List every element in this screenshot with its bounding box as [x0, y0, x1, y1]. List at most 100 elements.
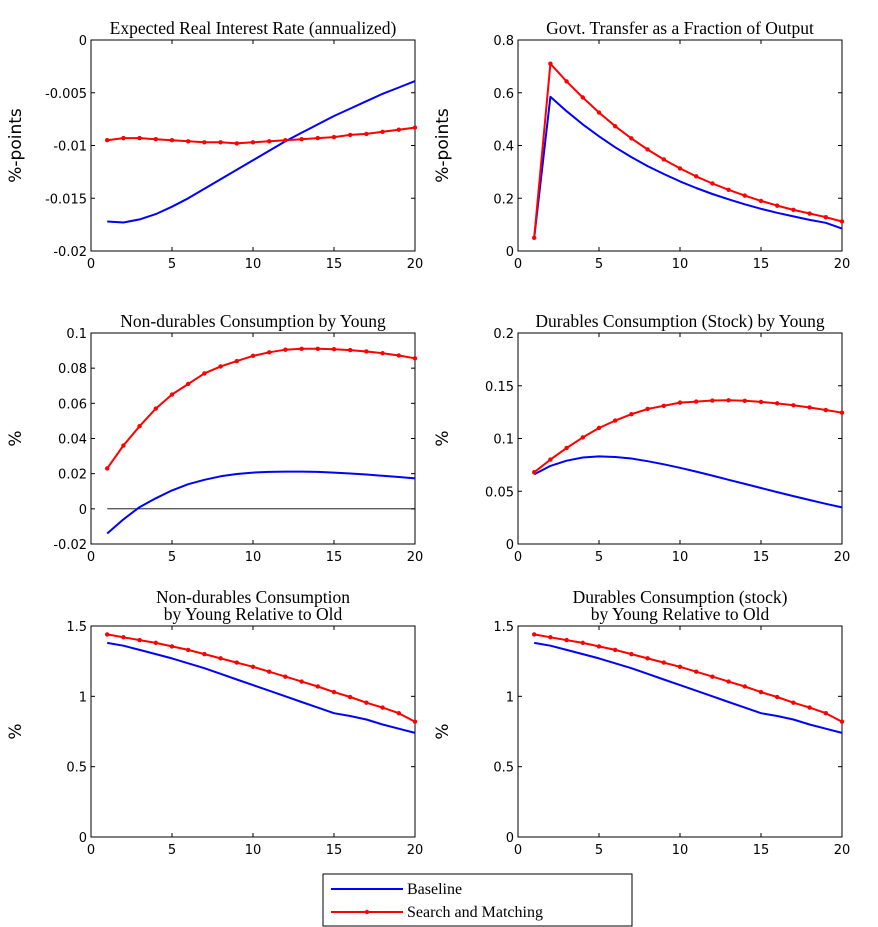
series-search-matching-point [596, 644, 602, 649]
series-search-matching-line [533, 399, 843, 474]
series-search-matching-line [106, 347, 416, 469]
series-search-matching-point [169, 392, 175, 397]
series-search-matching-point [250, 140, 256, 145]
x-tick-label: 10 [245, 550, 262, 565]
y-tick-label: -0.015 [45, 192, 87, 207]
series-search-matching-point [267, 669, 272, 674]
x-tick-label: 10 [672, 550, 689, 565]
chart-title: Durables Consumption (stock) [573, 587, 788, 607]
series-search-matching-point [791, 700, 796, 705]
x-tick-label: 5 [168, 550, 176, 565]
series-search-matching-point [121, 635, 126, 640]
series-search-matching-point [218, 140, 223, 145]
series-search-matching-point [629, 651, 634, 657]
series-search-matching-point [548, 457, 553, 462]
series-search-matching-point [564, 637, 569, 643]
series-search-matching-point [250, 353, 256, 359]
series-search-matching-point [645, 406, 650, 412]
series-search-matching-point [169, 644, 175, 649]
series-search-matching-point [629, 136, 634, 141]
series-search-matching-point [153, 136, 158, 142]
series-search-matching-point [364, 700, 369, 705]
series-search-matching-point [580, 435, 585, 440]
y-axis-label: %-points [6, 108, 26, 183]
series-search-matching-point [169, 138, 175, 143]
series-search-matching-point [775, 401, 780, 406]
x-tick-label: 10 [672, 843, 689, 858]
series-search-matching-point [283, 674, 288, 679]
chart-title: Non-durables Consumption by Young [120, 311, 386, 331]
x-tick-label: 15 [753, 550, 770, 565]
plot-area [90, 39, 416, 252]
x-tick-label: 10 [672, 257, 689, 272]
series-search-matching-point [380, 351, 385, 356]
y-tick-label: -0.01 [53, 140, 87, 155]
legend: Baseline Search and Matching [322, 873, 633, 927]
series-search-matching-point [775, 203, 780, 208]
y-axis-label: % [433, 723, 453, 739]
series-baseline-line [533, 455, 843, 509]
series-search-matching-point [283, 347, 288, 352]
y-tick-label: 1 [79, 690, 87, 705]
series-search-matching-point [105, 138, 110, 143]
y-tick-label: 1.5 [493, 620, 514, 635]
series-search-matching-point [153, 406, 158, 411]
series-search-matching-point [758, 399, 764, 405]
series-search-matching-point [299, 346, 304, 352]
x-tick-label: 5 [168, 843, 176, 858]
x-tick-label: 0 [514, 257, 522, 272]
chart-title: Non-durables Consumption [156, 587, 350, 607]
series-search-matching-point [839, 410, 845, 415]
series-search-matching-point [532, 632, 537, 637]
y-axis-label: % [433, 430, 453, 446]
series-search-matching-point [380, 705, 385, 710]
series-search-matching-point [742, 193, 747, 198]
y-tick-label: 0.02 [58, 468, 87, 483]
series-search-matching-point [396, 353, 401, 358]
x-tick-label: 15 [326, 257, 343, 272]
chart-panel-3: 0 5 10 15 20-0.0200.020.040.060.080.1Non-dur… [6, 311, 423, 565]
series-search-matching-point [121, 135, 126, 141]
series-search-matching-point [677, 400, 683, 405]
y-tick-label: 0.06 [58, 397, 87, 412]
series-search-matching-point [791, 403, 796, 408]
y-tick-label: 0.5 [66, 761, 87, 776]
series-search-matching-point [758, 689, 764, 695]
series-search-matching-point [299, 136, 304, 142]
series-search-matching-point [412, 719, 418, 724]
chart-title: Durables Consumption (Stock) by Young [535, 311, 824, 331]
y-tick-label: 0 [79, 34, 87, 49]
series-search-matching-point [137, 423, 142, 429]
series-search-matching-point [580, 640, 585, 646]
x-tick-label: 5 [595, 843, 603, 858]
series-search-matching-point [234, 660, 239, 665]
x-tick-label: 20 [834, 550, 851, 565]
x-tick-label: 5 [595, 550, 603, 565]
series-search-matching-point [105, 632, 110, 637]
series-search-matching-point [710, 181, 715, 186]
y-tick-label: 0.15 [485, 380, 514, 395]
series-search-matching-point [791, 207, 796, 213]
plot-area [517, 625, 843, 838]
legend-box [322, 873, 633, 927]
series-search-matching-point [613, 124, 618, 129]
series-search-matching-point [629, 412, 634, 417]
x-tick-label: 15 [753, 257, 770, 272]
plot-area [517, 39, 843, 252]
series-search-matching-point [315, 684, 320, 689]
series-search-matching-point [758, 198, 764, 204]
series-search-matching-line [107, 633, 416, 723]
series-search-matching-point [186, 647, 191, 653]
y-tick-label: 1 [506, 690, 514, 705]
series-search-matching-line [533, 62, 843, 238]
series-search-matching-point [396, 711, 401, 716]
series-search-matching-point [580, 95, 585, 100]
x-tick-label: 0 [87, 843, 95, 858]
series-search-matching-point [726, 398, 731, 403]
series-search-matching-point [380, 129, 385, 134]
series-search-matching-point [726, 187, 731, 193]
series-search-matching-point [807, 405, 812, 410]
x-tick-label: 15 [326, 843, 343, 858]
y-tick-label: 0 [506, 538, 514, 553]
chart-panel-6: 0 5 10 15 20 0 0.5 1 1.5 Durables Consumption (st… [433, 587, 850, 858]
